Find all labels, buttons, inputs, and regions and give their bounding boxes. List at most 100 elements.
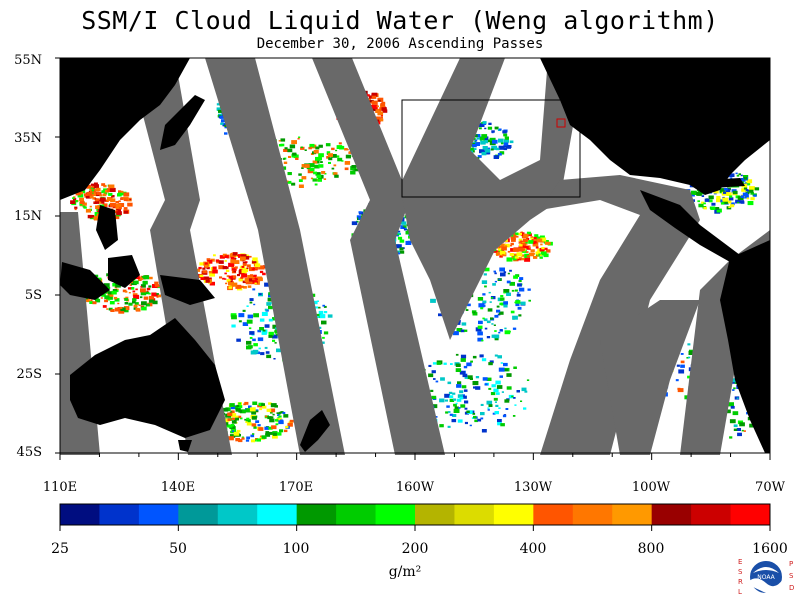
cloud-pixel <box>323 178 327 180</box>
cloud-pixel <box>280 143 285 147</box>
cloud-pixel <box>276 348 282 353</box>
logo-letter-right: D <box>789 584 794 592</box>
cloud-pixel <box>452 398 457 401</box>
cloud-pixel <box>228 275 233 279</box>
cloud-pixel <box>737 432 742 437</box>
cloud-pixel <box>123 308 129 313</box>
cloud-pixel <box>270 416 274 419</box>
cloud-pixel <box>264 426 270 430</box>
cloud-pixel <box>495 380 501 385</box>
cloud-pixel <box>228 262 234 267</box>
cloud-pixel <box>320 161 323 163</box>
cloud-pixel <box>474 139 478 142</box>
cloud-pixel <box>247 314 253 319</box>
cloud-pixel <box>272 413 275 416</box>
cloud-pixel <box>497 152 502 156</box>
cloud-pixel <box>331 167 335 170</box>
cloud-pixel <box>745 182 751 186</box>
cloud-pixel <box>120 190 124 193</box>
cloud-pixel <box>490 392 496 396</box>
cloud-pixel <box>154 284 159 287</box>
lon-label-70w: 70W <box>755 480 785 495</box>
cloud-pixel <box>533 237 538 241</box>
cloud-pixel <box>486 336 491 339</box>
cloud-pixel <box>524 390 528 393</box>
cloud-pixel <box>749 423 755 428</box>
cloud-pixel <box>154 281 159 285</box>
cloud-pixel <box>99 194 103 197</box>
cloud-pixel <box>496 309 501 313</box>
cloud-pixel <box>489 360 494 364</box>
cloud-pixel <box>500 362 503 364</box>
cloud-pixel <box>736 428 741 431</box>
cloud-pixel <box>250 350 257 355</box>
cloud-pixel <box>519 232 525 236</box>
cloud-pixel <box>242 268 249 273</box>
cloud-pixel <box>499 250 506 255</box>
cloud-pixel <box>716 198 722 203</box>
cloud-pixel <box>288 155 291 158</box>
cloud-pixel <box>494 337 499 341</box>
cloud-pixel <box>397 232 400 234</box>
cloud-pixel <box>503 301 508 305</box>
cloud-pixel <box>249 301 253 304</box>
cloud-pixel <box>317 178 322 182</box>
colorbar-swatch <box>375 504 416 525</box>
cloud-pixel <box>482 304 486 307</box>
cloud-pixel <box>304 149 307 151</box>
cloud-pixel <box>467 375 473 380</box>
cloud-pixel <box>326 156 331 159</box>
cloud-pixel <box>450 363 453 365</box>
cloud-pixel <box>247 285 252 288</box>
cloud-pixel <box>480 307 484 310</box>
cloud-pixel <box>246 422 252 426</box>
cloud-pixel <box>95 298 101 303</box>
cloud-pixel <box>228 281 234 286</box>
cloud-pixel <box>238 313 245 318</box>
land-new-zealand <box>300 410 330 452</box>
cloud-pixel <box>252 277 256 280</box>
cloud-pixel <box>472 355 477 359</box>
cloud-pixel <box>226 279 232 283</box>
cloud-pixel <box>481 358 487 362</box>
marker-square <box>556 118 566 128</box>
cloud-pixel <box>511 238 516 242</box>
cloud-pixel <box>457 419 463 423</box>
cloud-pixel <box>708 195 714 200</box>
cloud-pixel <box>730 202 735 206</box>
cloud-pixel <box>701 195 705 197</box>
cloud-pixel <box>285 426 289 429</box>
cloud-pixel <box>713 189 719 194</box>
logo-letter-left: S <box>738 568 743 576</box>
cloud-pixel <box>533 237 537 240</box>
cloud-pixel <box>308 163 315 168</box>
cloud-pixel <box>503 133 508 137</box>
cloud-pixel <box>518 238 523 242</box>
cloud-pixel <box>518 232 522 236</box>
cloud-pixel <box>482 377 488 381</box>
cloud-pixel <box>506 244 510 247</box>
cloud-pixel <box>520 258 525 261</box>
cloud-pixel <box>267 416 272 420</box>
cloud-pixel <box>94 274 99 278</box>
cloud-pixel <box>737 201 740 204</box>
cloud-pixel <box>156 293 159 295</box>
cloud-pixel <box>90 299 93 302</box>
cloud-pixel <box>206 277 212 282</box>
cloud-pixel <box>235 405 241 410</box>
cloud-pixel <box>260 352 265 356</box>
cloud-pixel <box>458 407 461 409</box>
cloud-pixel <box>439 424 444 428</box>
cloud-pixel <box>141 301 147 306</box>
cloud-pixel <box>475 376 480 379</box>
cloud-pixel <box>729 173 735 177</box>
cloud-pixel <box>719 191 723 194</box>
cloud-pixel <box>228 436 234 441</box>
cloud-pixel <box>291 140 297 145</box>
cloud-pixel <box>698 203 704 208</box>
cloud-pixel <box>270 403 277 408</box>
cloud-pixel <box>128 292 131 294</box>
cloud-pixel <box>110 309 114 312</box>
cloud-pixel <box>499 297 505 301</box>
cloud-pixel <box>322 304 325 307</box>
